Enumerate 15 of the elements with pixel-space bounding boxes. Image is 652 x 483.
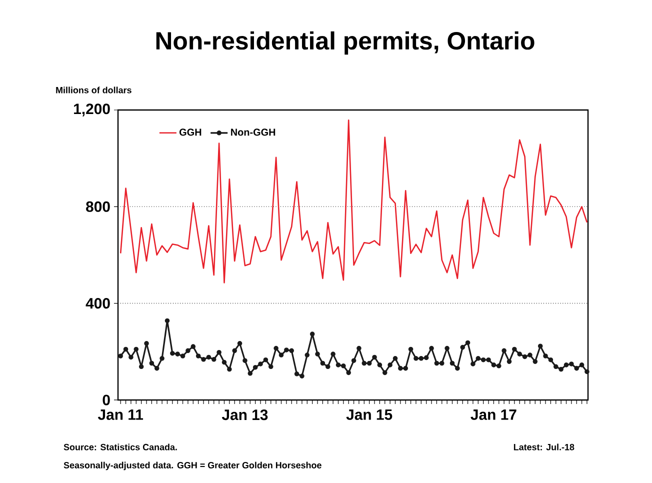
x-tick-label: Jan 17 bbox=[470, 410, 516, 420]
text: Latest: Jul.-18 bbox=[514, 444, 574, 450]
y-tick-label: 1,200 bbox=[74, 104, 110, 116]
legend-label: GGH bbox=[180, 128, 202, 136]
y-tick-label: 0 bbox=[102, 394, 110, 406]
text: Seasonally-adjusted data. GGH = Greater Golden Horseshoe bbox=[64, 462, 322, 470]
y-axis-title: Millions of dollars bbox=[56, 86, 132, 94]
y-tick-label: 400 bbox=[86, 298, 110, 309]
x-tick-label: Jan 15 bbox=[346, 410, 392, 420]
x-tick-label: Jan 13 bbox=[222, 410, 268, 420]
source-note: Source: Statistics Canada. bbox=[64, 444, 177, 450]
legend-label: Non-GGH bbox=[231, 128, 276, 136]
y-tick-label: 800 bbox=[86, 201, 110, 212]
chart-title: Non-residential permits, Ontario bbox=[156, 31, 534, 55]
x-tick-label: Jan 11 bbox=[98, 410, 144, 420]
